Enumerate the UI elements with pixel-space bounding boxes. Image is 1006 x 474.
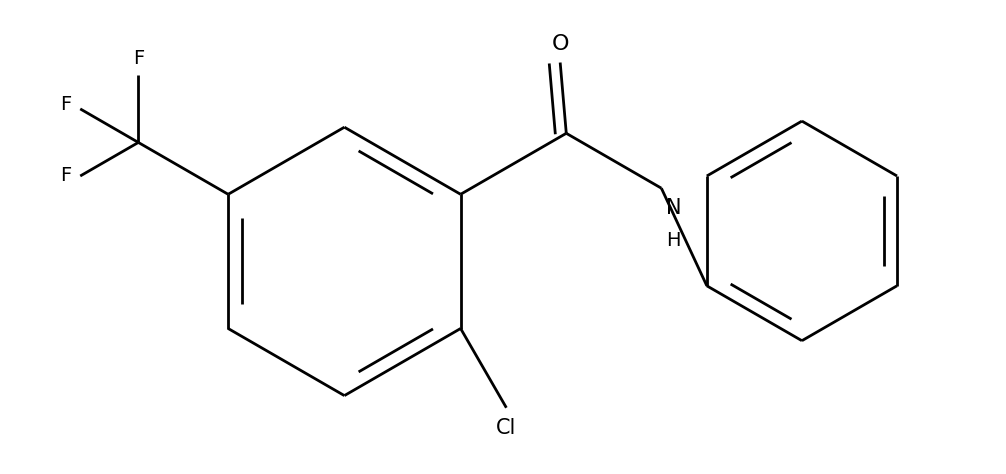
Text: H: H <box>666 231 681 250</box>
Text: F: F <box>60 94 71 113</box>
Text: Cl: Cl <box>496 418 516 438</box>
Text: F: F <box>60 166 71 185</box>
Text: F: F <box>133 49 144 68</box>
Text: N: N <box>666 198 682 218</box>
Text: O: O <box>551 34 569 54</box>
